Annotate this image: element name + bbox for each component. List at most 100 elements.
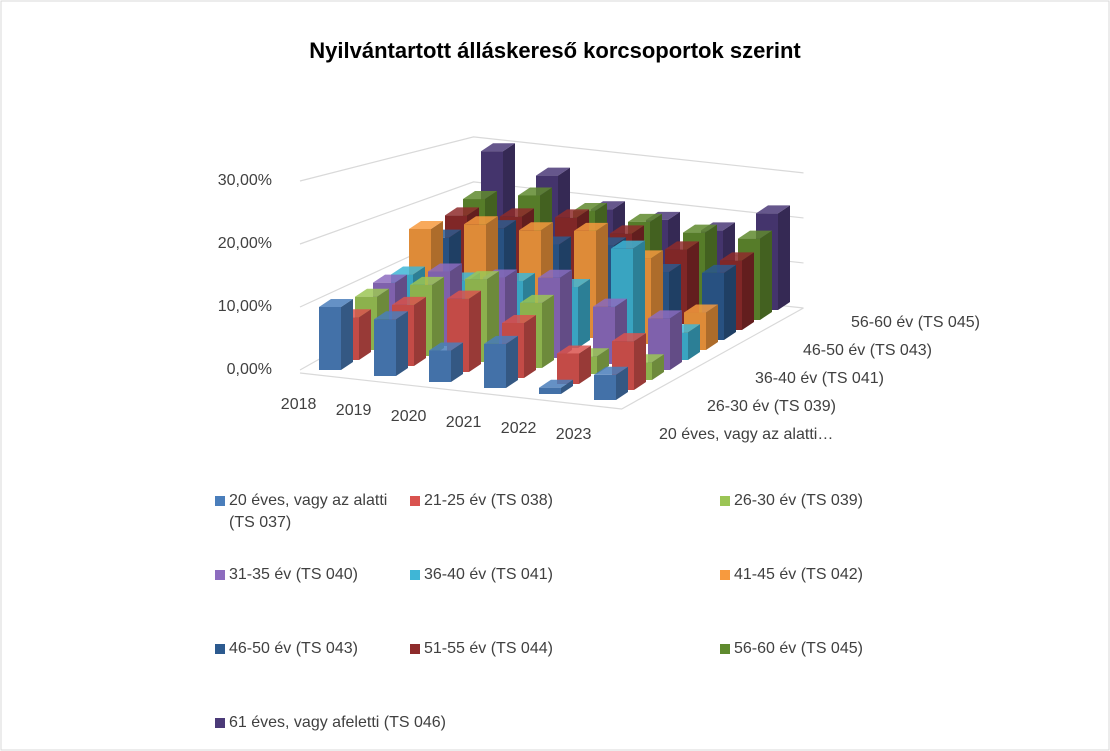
depth-label: 46-50 év (TS 043) <box>803 342 932 359</box>
bar-top <box>628 213 662 222</box>
bar-side <box>396 311 408 376</box>
bar-top <box>702 264 736 273</box>
bar-front <box>539 387 561 394</box>
bar <box>429 342 463 382</box>
bar-side <box>634 333 646 390</box>
bar-side <box>670 310 682 370</box>
y-tick-label: 10,00% <box>218 298 272 315</box>
bar-top <box>720 252 754 261</box>
bar-top <box>500 208 534 217</box>
bar <box>612 333 646 390</box>
y-tick-label: 0,00% <box>227 361 272 378</box>
bar-top <box>392 296 426 305</box>
depth-label: 26-30 év (TS 039) <box>707 398 836 415</box>
bar-top <box>463 191 497 200</box>
bar-top <box>355 288 389 297</box>
bar-side <box>578 279 590 348</box>
bar <box>557 345 591 384</box>
bar <box>594 366 628 400</box>
bar-top <box>409 220 443 229</box>
bar-top <box>738 230 772 239</box>
legend-label: 21-25 év (TS 038) <box>424 492 553 509</box>
bar-side <box>542 294 554 368</box>
x-tick-label: 2018 <box>281 396 317 413</box>
bar-top <box>410 276 444 285</box>
bar-top <box>502 315 536 324</box>
bar-side <box>560 269 572 358</box>
legend-item: 36-40 év (TS 041) <box>410 564 710 586</box>
bar-top <box>464 216 498 225</box>
x-tick-label: 2020 <box>391 408 427 425</box>
floor-edge <box>299 307 804 410</box>
y-tick-label: 30,00% <box>218 172 272 189</box>
bar-side <box>616 366 628 400</box>
bar-side <box>469 290 481 372</box>
bar-side <box>652 354 664 380</box>
legend-label: 51-55 év (TS 044) <box>424 640 553 657</box>
bar-top <box>428 263 462 272</box>
bar-top <box>447 290 481 299</box>
bar-top <box>519 222 553 231</box>
bar-top <box>536 167 570 176</box>
legend-item: 51-55 év (TS 044) <box>410 638 710 660</box>
bar <box>484 335 518 388</box>
bar-top <box>557 345 591 354</box>
legend-item: 26-30 év (TS 039) <box>720 490 1020 512</box>
legend-item: 56-60 év (TS 045) <box>720 638 1020 660</box>
x-tick-label: 2022 <box>501 420 537 437</box>
bar-side <box>742 252 754 330</box>
bar-top <box>593 298 627 307</box>
bar-top <box>465 271 499 280</box>
bar-front <box>374 319 396 376</box>
bar-top <box>684 304 718 313</box>
legend-item: 31-35 év (TS 040) <box>215 564 515 586</box>
bar-front <box>594 374 616 400</box>
bar-top <box>555 209 589 218</box>
bar <box>319 299 353 370</box>
bar-top <box>484 335 518 344</box>
bar-side <box>359 309 371 360</box>
bar-top <box>612 333 646 342</box>
bar <box>374 311 408 376</box>
bar-top <box>445 207 479 216</box>
bar-top <box>756 205 790 214</box>
depth-label: 56-60 év (TS 045) <box>851 314 980 331</box>
legend-label: 20 éves, vagy az alatti (TS 037) <box>229 492 388 531</box>
depth-label: 20 éves, vagy az alatti… <box>659 426 833 443</box>
bar-front <box>557 353 579 384</box>
x-tick-label: 2023 <box>556 426 592 443</box>
bar-top <box>648 310 682 319</box>
legend-swatch <box>720 570 730 580</box>
bar-side <box>451 342 463 382</box>
bar-top <box>319 299 353 307</box>
legend-swatch <box>215 570 225 580</box>
legend-swatch <box>215 718 225 728</box>
bar-side <box>687 241 699 324</box>
legend-item: 21-25 év (TS 038) <box>410 490 710 512</box>
legend-swatch <box>720 644 730 654</box>
bar-top <box>520 294 554 303</box>
x-tick-label: 2021 <box>446 414 482 431</box>
grid-line <box>299 181 804 245</box>
bar-side <box>633 240 645 354</box>
bar-side <box>341 299 353 370</box>
legend-label: 61 éves, vagy afeletti (TS 046) <box>229 714 446 731</box>
grid-line <box>299 136 804 182</box>
bar-side <box>524 315 536 378</box>
bar-top <box>610 225 644 234</box>
bar-side <box>506 335 518 388</box>
bar-top <box>429 342 463 351</box>
bar-front <box>484 343 506 388</box>
bar-top <box>574 222 608 231</box>
legend-label: 41-45 év (TS 042) <box>734 566 863 583</box>
bar-top <box>611 240 645 249</box>
bar-top <box>538 269 572 278</box>
bar-side <box>414 296 426 366</box>
bar-side <box>724 264 736 340</box>
depth-label: 36-40 év (TS 041) <box>755 370 884 387</box>
legend-label: 56-60 év (TS 045) <box>734 640 863 657</box>
legend-swatch <box>410 570 420 580</box>
bar-side <box>706 304 718 350</box>
bar-top <box>391 266 425 275</box>
